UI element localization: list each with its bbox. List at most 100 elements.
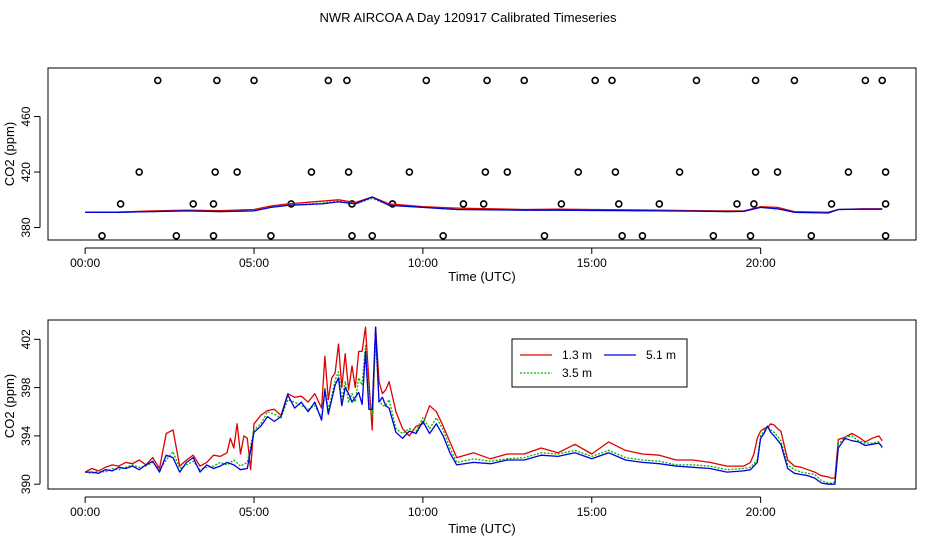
calibration-point [807,232,816,240]
calibration-point [368,232,377,240]
calibration-point [483,76,491,85]
top-x-tick-label: 10:00 [408,256,438,270]
top-x-tick-label: 15:00 [577,256,607,270]
top-plot-frame [47,67,917,241]
calibration-point [881,232,890,240]
calibration-point [189,200,198,208]
calibration-point [153,76,162,85]
bottom-y-axis: 390 394 398 402 [19,329,41,494]
bottom-y-axis-label: CO2 (ppm) [2,374,17,438]
calibration-point [827,200,836,208]
calibration-point [881,200,890,208]
calibration-point [557,200,566,208]
calibration-point [324,76,333,85]
calibration-point [481,168,490,176]
bottom-x-tick-label: 00:00 [70,505,100,519]
calibration-point [211,168,219,176]
bottom-x-axis-label: Time (UTC) [448,521,515,536]
calibration-point [773,168,782,176]
top-y-axis: 380 420 460 [19,106,41,238]
bottom-y-tick-label: 398 [19,377,33,397]
top-y-tick-label: 420 [19,162,33,182]
bottom-series-5-1-m [85,326,883,485]
calibration-point [614,200,623,208]
calibration-point [591,76,599,85]
calibration-point [709,232,718,240]
chart-title: NWR AIRCOA A Day 120917 Calibrated Times… [320,10,617,25]
bottom-plot-frame [47,319,917,490]
calibration-point [250,76,258,85]
calibration-point [675,168,684,176]
calibration-point [861,76,870,85]
calibration-point [608,76,616,85]
calibration-point [405,168,414,176]
calibration-point [209,232,218,240]
top-x-tick-label: 20:00 [746,256,776,270]
calibration-point [135,168,143,176]
top-x-axis-label: Time (UTC) [448,269,515,284]
calibration-point [267,232,275,240]
bottom-series-3-5-m [85,338,883,484]
top-y-tick-label: 460 [19,106,33,126]
bottom-y-tick-label: 402 [19,329,33,349]
top-series-1-3-m [85,196,883,213]
calibration-point [348,232,356,240]
top-x-axis: 00:00 05:00 10:00 15:00 20:00 [70,247,776,270]
legend-label-5-1m: 5.1 m [646,348,676,362]
bottom-x-tick-label: 20:00 [746,505,776,519]
calibration-point [790,76,799,85]
bottom-x-tick-label: 05:00 [239,505,269,519]
calibration-point [213,76,221,85]
calibration-point [209,200,218,208]
calibration-point [307,168,316,176]
top-calibration-markers [98,76,890,240]
bottom-x-axis: 00:00 05:00 10:00 15:00 20:00 [70,496,776,519]
calibration-point [459,200,468,208]
legend-label-1-3m: 1.3 m [562,348,592,362]
bottom-series-1-3-m [84,326,883,479]
legend: 1.3 m 3.5 m 5.1 m [511,338,688,388]
calibration-point [172,232,181,240]
calibration-point [878,76,887,85]
bottom-y-tick-label: 394 [19,426,33,446]
calibration-point [233,168,241,176]
top-series-5-1-m [85,196,883,214]
bottom-x-tick-label: 10:00 [408,505,438,519]
top-series-lines [85,196,883,214]
calibration-point [479,200,488,208]
calibration-point [750,200,758,208]
top-y-tick-label: 380 [19,217,33,237]
calibration-point [540,232,549,240]
top-y-axis-label: CO2 (ppm) [2,122,17,186]
calibration-point [746,232,755,240]
calibration-point [520,76,529,85]
top-x-tick-label: 00:00 [70,256,100,270]
legend-box [511,338,688,388]
calibration-point [344,168,353,176]
calibration-point [98,232,106,240]
calibration-point [343,76,351,85]
calibration-point [638,232,647,240]
calibration-point [751,76,760,85]
calibration-point [574,168,583,176]
bottom-panel: 00:00 05:00 10:00 15:00 20:00 390 394 398 402 T… [2,319,917,536]
top-panel: 00:00 05:00 10:00 15:00 20:00 380 420 460 Time… [2,67,917,284]
calibration-point [844,168,853,176]
calibration-point [422,76,431,85]
calibration-point [881,168,890,176]
calibration-point [655,200,664,208]
calibration-point [618,232,626,240]
calibration-point [733,200,741,208]
calibration-point [439,232,447,240]
bottom-x-tick-label: 15:00 [577,505,607,519]
calibration-point [692,76,701,85]
legend-label-3-5m: 3.5 m [562,366,592,380]
calibration-point [751,168,760,176]
calibration-point [116,200,125,208]
bottom-series-lines [84,326,883,485]
calibration-point [503,168,512,176]
calibration-point [611,168,620,176]
top-x-tick-label: 05:00 [239,256,269,270]
bottom-y-tick-label: 390 [19,474,33,494]
